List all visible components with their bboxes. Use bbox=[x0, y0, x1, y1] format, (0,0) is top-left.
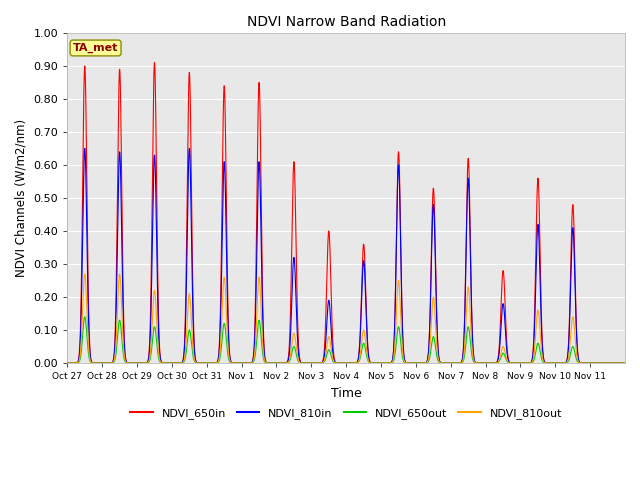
Y-axis label: NDVI Channels (W/m2/nm): NDVI Channels (W/m2/nm) bbox=[15, 119, 28, 277]
Text: TA_met: TA_met bbox=[73, 43, 118, 53]
Title: NDVI Narrow Band Radiation: NDVI Narrow Band Radiation bbox=[246, 15, 446, 29]
Legend: NDVI_650in, NDVI_810in, NDVI_650out, NDVI_810out: NDVI_650in, NDVI_810in, NDVI_650out, NDV… bbox=[126, 404, 566, 423]
X-axis label: Time: Time bbox=[331, 386, 362, 400]
